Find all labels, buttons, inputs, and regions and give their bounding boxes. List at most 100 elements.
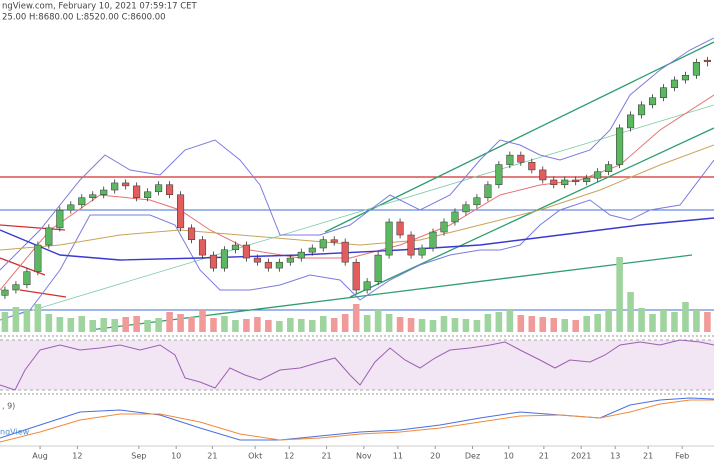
volume-bar bbox=[517, 315, 525, 332]
volume-bar bbox=[363, 315, 371, 332]
candle-body bbox=[308, 247, 316, 253]
volume-bar bbox=[682, 302, 689, 332]
candle-body bbox=[209, 254, 218, 269]
volume-bar bbox=[177, 314, 184, 332]
candle-body bbox=[23, 271, 31, 285]
candle-body bbox=[703, 59, 711, 62]
candle-body bbox=[253, 257, 261, 263]
candle-body bbox=[561, 179, 569, 185]
candle-body bbox=[297, 251, 305, 259]
volume-bar bbox=[67, 318, 75, 332]
volume-bar bbox=[396, 317, 404, 332]
candle-body bbox=[231, 244, 239, 251]
rsi-line bbox=[0, 339, 714, 391]
signal-line bbox=[0, 399, 714, 443]
volume-bar bbox=[23, 310, 31, 332]
candle-body bbox=[56, 209, 64, 229]
candle-body bbox=[659, 87, 668, 98]
x-tick-label: Okt bbox=[248, 452, 262, 461]
volume-bar bbox=[429, 320, 437, 332]
volume-bar bbox=[671, 312, 678, 332]
volume-bar bbox=[45, 314, 53, 332]
x-tick-label: Feb bbox=[675, 452, 689, 461]
candle-body bbox=[352, 261, 360, 291]
candle-body bbox=[100, 189, 108, 196]
volume-bar bbox=[287, 318, 294, 332]
volume-bar bbox=[594, 314, 601, 332]
candle-body bbox=[473, 197, 481, 206]
volume-bar bbox=[144, 320, 151, 332]
candle-body bbox=[396, 221, 404, 236]
volume-bar bbox=[484, 314, 492, 332]
candle-body bbox=[484, 184, 492, 198]
candle-body bbox=[12, 284, 20, 291]
candle-body bbox=[78, 197, 86, 206]
x-tick-label: 12 bbox=[72, 452, 82, 461]
volume-bar bbox=[627, 292, 634, 332]
volume-bar bbox=[583, 316, 590, 332]
candle-body bbox=[407, 234, 415, 256]
volume-bar bbox=[374, 310, 382, 332]
candle-body bbox=[111, 182, 119, 191]
volume-bar bbox=[616, 257, 623, 332]
moving-average bbox=[0, 144, 714, 251]
x-tick-label: Aug bbox=[32, 452, 48, 461]
candle-body bbox=[616, 127, 624, 165]
volume-bar bbox=[89, 320, 97, 332]
x-tick-label: 21 bbox=[207, 452, 217, 461]
volume-bar bbox=[276, 321, 283, 332]
volume-bar bbox=[210, 318, 217, 332]
x-tick-label: Dez bbox=[465, 452, 480, 461]
volume-bar bbox=[221, 316, 228, 332]
moving-average bbox=[0, 217, 714, 261]
volume-bar bbox=[550, 318, 558, 332]
candle-body bbox=[648, 97, 657, 106]
x-tick-label: 12 bbox=[284, 452, 294, 461]
x-tick-label: 21 bbox=[321, 452, 331, 461]
volume-bar bbox=[34, 304, 42, 332]
candle-body bbox=[89, 194, 97, 198]
volume-bar bbox=[495, 312, 503, 332]
volume-bar bbox=[243, 319, 250, 332]
x-tick-label: 13 bbox=[610, 452, 620, 461]
x-tick-label: 11 bbox=[393, 452, 403, 461]
moving-average bbox=[0, 94, 714, 291]
volume-bar bbox=[605, 310, 612, 332]
candle-body bbox=[462, 204, 470, 213]
volume-bar bbox=[330, 318, 338, 332]
volume-bar bbox=[693, 310, 700, 332]
volume-bar bbox=[319, 316, 327, 332]
candle-body bbox=[539, 169, 547, 181]
volume-bar bbox=[122, 317, 129, 332]
x-tick-label: 10 bbox=[504, 452, 514, 461]
candle-body bbox=[506, 154, 514, 165]
x-tick-label: 21 bbox=[643, 452, 653, 461]
trend-line bbox=[0, 224, 66, 231]
x-tick-label: 20 bbox=[430, 452, 440, 461]
volume-bar bbox=[561, 319, 569, 332]
x-tick-label: 21 bbox=[539, 452, 549, 461]
candle-body bbox=[144, 191, 152, 198]
watermark: ngView bbox=[0, 428, 30, 437]
candle-body bbox=[122, 182, 130, 187]
candle-body bbox=[692, 62, 700, 76]
candle-body bbox=[166, 184, 174, 196]
volume-bar bbox=[649, 314, 656, 332]
macd-line bbox=[0, 397, 714, 441]
volume-bar bbox=[298, 319, 305, 332]
x-tick-label: Nov bbox=[356, 452, 372, 461]
candle-body bbox=[177, 194, 185, 229]
x-tick-label: 10 bbox=[171, 452, 181, 461]
candle-body bbox=[45, 227, 53, 246]
x-tick-label: 2021 bbox=[571, 452, 591, 461]
candle-body bbox=[198, 239, 207, 256]
macd-label: , 9) bbox=[2, 402, 15, 411]
volume-bar bbox=[56, 317, 64, 332]
volume-bar bbox=[704, 312, 711, 332]
volume-bar bbox=[254, 317, 261, 332]
volume-bar bbox=[133, 316, 140, 332]
candle-body bbox=[363, 281, 371, 291]
